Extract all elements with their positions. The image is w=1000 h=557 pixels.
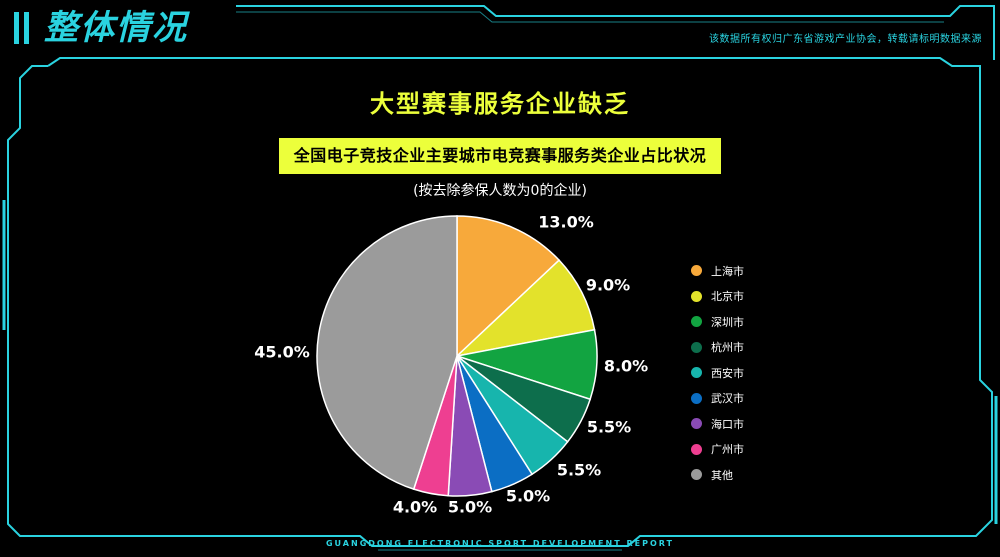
main-heading: 大型赛事服务企业缺乏 (370, 90, 630, 118)
legend-swatch (691, 341, 702, 353)
legend-swatch (691, 316, 702, 328)
pie-slice (456, 215, 561, 358)
legend-item: 海口市 (691, 411, 744, 437)
pie-slice (454, 259, 596, 358)
legend-label: 其他 (711, 468, 733, 482)
legend-item: 北京市 (691, 284, 744, 310)
chart-legend: 上海市北京市深圳市杭州市西安市武汉市海口市广州市其他 (691, 258, 744, 488)
legend-swatch (691, 443, 702, 455)
legend-item: 西安市 (691, 360, 744, 386)
slice-data-label: 5.0% (448, 498, 492, 517)
slice-data-label: 5.0% (506, 487, 550, 506)
legend-label: 上海市 (711, 264, 744, 278)
legend-label: 广州市 (711, 443, 744, 457)
legend-item: 广州市 (691, 437, 744, 463)
chart-title: 全国电子竞技企业主要城市电竞赛事服务类企业占比状况 (279, 138, 721, 174)
legend-label: 海口市 (711, 417, 744, 431)
legend-swatch (691, 265, 702, 277)
slice-data-label: 8.0% (604, 357, 648, 376)
legend-swatch (691, 469, 702, 481)
legend-item: 深圳市 (691, 309, 744, 335)
copyright-notice: 该数据所有权归广东省游戏产业协会，转载请标明数据来源 (709, 34, 982, 45)
slice-data-label: 4.0% (393, 498, 437, 517)
legend-swatch (691, 392, 702, 404)
legend-item: 其他 (691, 462, 744, 488)
legend-item: 武汉市 (691, 386, 744, 412)
legend-label: 深圳市 (711, 315, 744, 329)
legend-label: 杭州市 (711, 341, 744, 355)
legend-swatch (691, 418, 702, 430)
legend-item: 上海市 (691, 258, 744, 284)
slice-data-label: 5.5% (557, 461, 601, 480)
slice-data-label: 9.0% (586, 276, 630, 295)
chart-note: (按去除参保人数为0的企业) (413, 183, 587, 199)
legend-swatch (691, 290, 702, 302)
header-bars-icon (14, 8, 34, 48)
legend-swatch (691, 367, 702, 379)
page-title: 整体情况 (44, 8, 188, 48)
legend-label: 西安市 (711, 366, 744, 380)
legend-item: 杭州市 (691, 335, 744, 361)
slice-data-label: 13.0% (538, 213, 594, 232)
pie-slice (316, 215, 458, 491)
legend-label: 北京市 (711, 290, 744, 304)
report-footer: GUANGDONG ELECTRONIC SPORT DEVELOPMENT R… (325, 539, 675, 548)
legend-label: 武汉市 (711, 392, 744, 406)
slice-data-label: 5.5% (587, 418, 631, 437)
slice-data-label: 45.0% (254, 343, 310, 362)
